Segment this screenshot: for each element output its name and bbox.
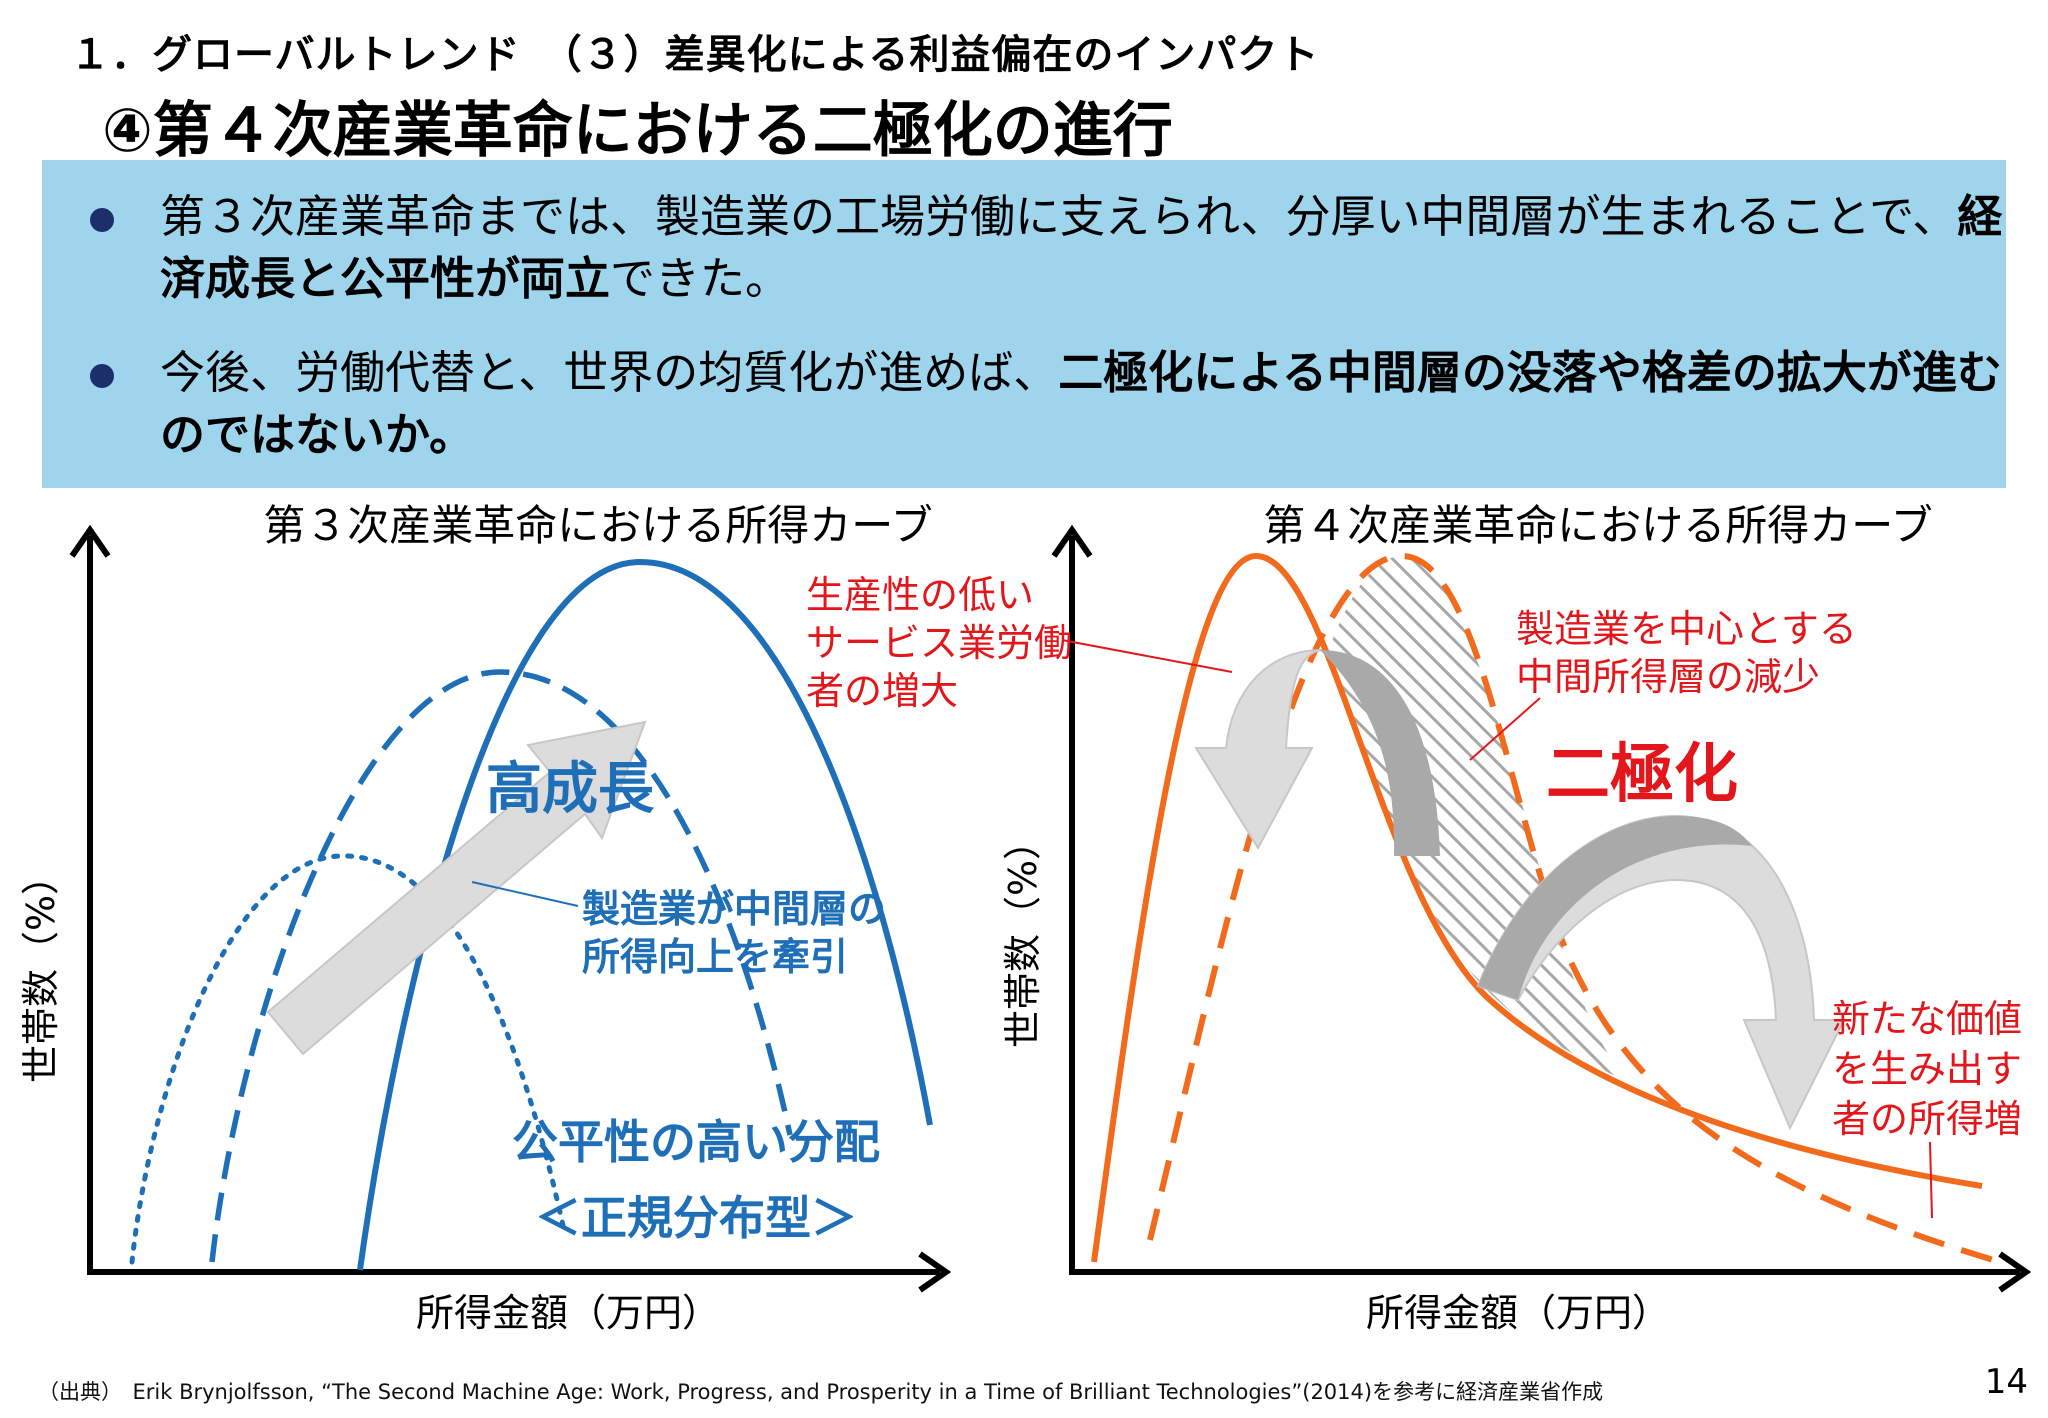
source-citation: （出典） Erik Brynjolfsson, “The Second Mach… — [38, 1380, 1604, 1404]
left-x-axis-label: 所得金額（万円） — [416, 1291, 720, 1335]
left-x-axis-arrowhead — [918, 1251, 952, 1293]
note-low-leader — [1061, 639, 1233, 673]
right-y-axis-label: 世帯数（%） — [1001, 822, 1045, 1048]
note-high-1: 新たな価値 — [1832, 997, 2022, 1041]
polarization-label: 二極化 — [1546, 738, 1738, 812]
right-x-axis-arrowhead — [1998, 1251, 2032, 1293]
middle-class-decline-area — [1326, 556, 1628, 1082]
bullet-1-bold: 経済成長と公平性が両立 — [160, 190, 2003, 305]
note-middle-2: 中間所得層の減少 — [1516, 655, 1820, 699]
left-y-axis-label: 世帯数（%） — [19, 857, 63, 1083]
left-shift-arrow-shade — [1320, 650, 1440, 856]
growth-arrow — [266, 720, 647, 1056]
left-shift-arrow — [1194, 649, 1323, 850]
callout-line-2: 所得向上を牽引 — [582, 935, 848, 979]
note-low-1: 生産性の低い — [806, 573, 1034, 617]
left-curve-early — [129, 853, 567, 1265]
note-middle-1: 製造業を中心とする — [1516, 607, 1857, 651]
left-chart-title: 第３次産業革命における所得カーブ — [263, 501, 932, 550]
bullet-1-text: 第３次産業革命までは、製造業の工場労働に支えられ、分厚い中間層が生まれることで、 — [160, 190, 1958, 243]
bullet-2-bold: 二極化による中間層の没落や格差の拡大が進むのではないか。 — [160, 346, 2002, 461]
note-middle-leader — [1469, 697, 1541, 761]
bullet-dot-icon — [90, 208, 114, 232]
note-high-leader — [1929, 1141, 1933, 1219]
note-high-2: を生み出す — [1832, 1047, 2022, 1091]
right-y-axis-arrowhead — [1051, 524, 1093, 558]
bullet-dot-icon — [90, 364, 114, 388]
bullet-1-tail: できた。 — [610, 252, 791, 305]
normal-distribution-label: ＜正規分布型＞ — [535, 1191, 857, 1245]
bullet-2-text: 今後、労働代替と、世界の均質化が進めば、 — [160, 346, 1059, 399]
summary-box — [42, 160, 2006, 488]
right-shift-arrow-shade — [1478, 816, 1752, 1000]
callout-line — [471, 881, 579, 907]
right-curve-before — [1147, 552, 2001, 1265]
high-growth-label: 高成長 — [486, 757, 655, 822]
note-low-2: サービス業労働 — [806, 621, 1072, 665]
right-chart-title: 第４次産業革命における所得カーブ — [1263, 501, 1932, 550]
note-low-3: 者の増大 — [806, 669, 958, 713]
right-x-axis-label: 所得金額（万円） — [1366, 1291, 1670, 1335]
section-kicker: １．グローバルトレンド （３）差異化による利益偏在のインパクト — [70, 32, 1320, 78]
note-high-3: 者の所得増 — [1832, 1097, 2022, 1141]
page-number: 14 — [1984, 1362, 2028, 1402]
fair-distribution-label: 公平性の高い分配 — [512, 1115, 880, 1169]
callout-line-1: 製造業が中間層の — [582, 887, 886, 931]
page-title: ④第４次産業革命における二極化の進行 — [102, 96, 1173, 166]
left-curve-late — [357, 558, 933, 1271]
left-curve-middle — [209, 669, 793, 1263]
left-y-axis-arrowhead — [69, 524, 111, 558]
